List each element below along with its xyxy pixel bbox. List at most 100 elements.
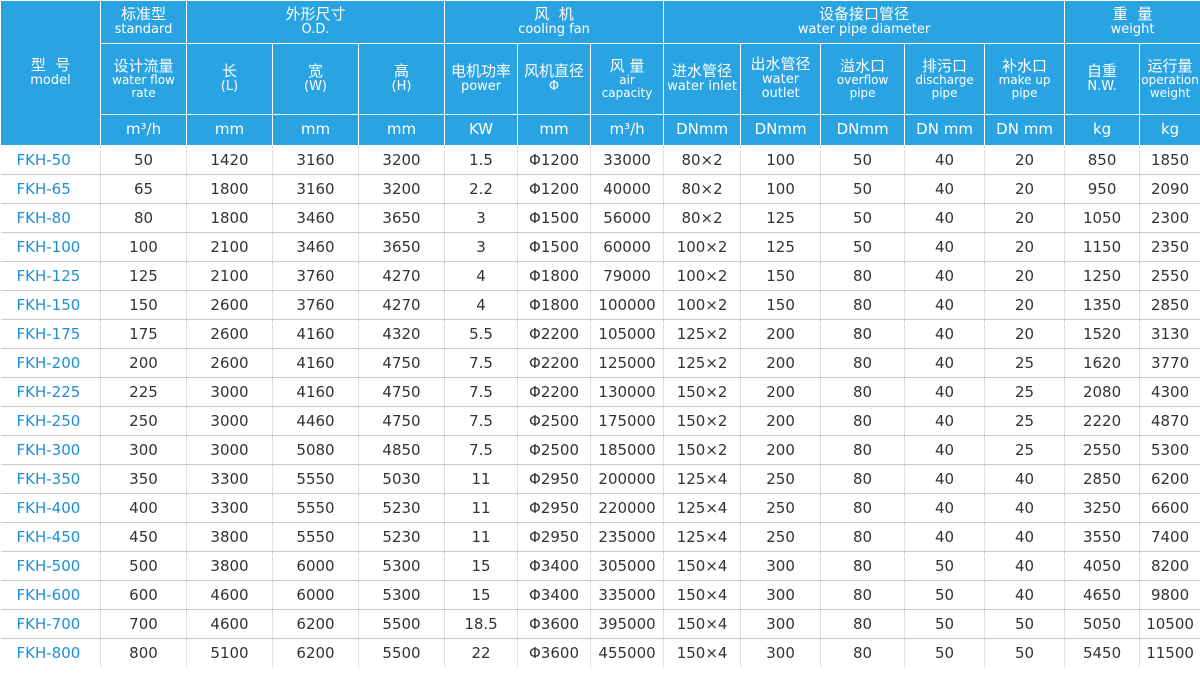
value-cell: 300 xyxy=(740,638,822,667)
value-cell: 6000 xyxy=(272,551,359,581)
value-cell: 11 xyxy=(444,493,519,523)
value-cell: 3200 xyxy=(358,145,446,175)
value-cell: 450 xyxy=(100,522,187,552)
value-cell: 80 xyxy=(820,319,906,349)
column-header-cn: 长 xyxy=(221,62,237,81)
value-cell: 5080 xyxy=(272,435,359,465)
value-cell: 50 xyxy=(904,638,986,667)
value-cell: 220000 xyxy=(590,493,665,523)
value-cell: 2350 xyxy=(1139,232,1200,262)
column-header-cn: 风机直径 xyxy=(524,62,585,81)
value-cell: 200 xyxy=(740,406,822,436)
value-cell: 100×2 xyxy=(663,232,742,262)
value-cell: 11500 xyxy=(1139,638,1200,667)
value-cell: 125000 xyxy=(590,348,665,378)
value-cell: 130000 xyxy=(590,377,665,407)
value-cell: 5300 xyxy=(1139,435,1200,465)
column-header: 设计流量 water flow rate xyxy=(100,43,187,115)
model-cell: FKH-250 xyxy=(0,406,101,436)
unit-cell: kg xyxy=(1139,114,1200,146)
table-row: FKH-500 500 3800 6000 5300 15 Φ3400 305000 150×4… xyxy=(0,551,1200,581)
value-cell: 40 xyxy=(904,203,986,233)
column-header-en: pipe xyxy=(849,85,876,100)
value-cell: 25 xyxy=(984,435,1066,465)
column-header: 高 (H) xyxy=(357,43,446,115)
value-cell: 2850 xyxy=(1139,290,1200,320)
value-cell: 4600 xyxy=(186,609,273,639)
value-cell: 25 xyxy=(984,348,1066,378)
value-cell: 850 xyxy=(1064,145,1141,175)
model-cell: FKH-300 xyxy=(0,435,101,465)
value-cell: Φ2950 xyxy=(517,464,592,494)
value-cell: 4750 xyxy=(358,377,446,407)
header-pipe-cn: 设备接口管径 xyxy=(819,5,910,24)
value-cell: 125×4 xyxy=(663,493,742,523)
column-header-cn: 出水管径 xyxy=(750,55,811,74)
value-cell: Φ1200 xyxy=(517,145,592,175)
value-cell: 40 xyxy=(904,493,986,523)
value-cell: 100 xyxy=(740,145,822,175)
value-cell: 25 xyxy=(984,377,1066,407)
value-cell: 80 xyxy=(100,203,187,233)
column-header-cn: 宽 xyxy=(307,62,323,81)
column-header-en: pipe xyxy=(1011,85,1038,100)
value-cell: 3160 xyxy=(272,145,359,175)
column-header-en: power xyxy=(460,79,502,95)
column-header-cn: 进水管径 xyxy=(672,62,733,81)
column-header: 自重 N.W. xyxy=(1064,43,1141,115)
value-cell: 1050 xyxy=(1064,203,1141,233)
value-cell: 600 xyxy=(100,580,187,610)
column-header: 进水管径 water inlet xyxy=(663,43,742,115)
value-cell: 4270 xyxy=(358,261,446,291)
value-cell: 2600 xyxy=(186,319,273,349)
value-cell: 6000 xyxy=(272,580,359,610)
value-cell: 3 xyxy=(444,232,519,262)
table-row: FKH-100 100 2100 3460 3650 3 Φ1500 60000 100×2 12… xyxy=(0,232,1200,262)
value-cell: 11 xyxy=(444,522,519,552)
value-cell: 50 xyxy=(984,609,1066,639)
value-cell: 80 xyxy=(820,609,906,639)
value-cell: 350 xyxy=(100,464,187,494)
value-cell: 6600 xyxy=(1139,493,1200,523)
value-cell: 80 xyxy=(820,638,906,667)
value-cell: 5100 xyxy=(186,638,273,667)
column-header: 宽 (W) xyxy=(272,43,359,115)
value-cell: 250 xyxy=(740,464,822,494)
value-cell: 5050 xyxy=(1064,609,1141,639)
value-cell: 8200 xyxy=(1139,551,1200,581)
header-weight-en: weight xyxy=(1110,22,1155,38)
value-cell: 11 xyxy=(444,464,519,494)
value-cell: 300 xyxy=(740,580,822,610)
value-cell: 80 xyxy=(820,261,906,291)
column-header-cn: 高 xyxy=(394,62,410,81)
value-cell: 150 xyxy=(740,261,822,291)
value-cell: 80×2 xyxy=(663,174,742,204)
value-cell: 250 xyxy=(740,493,822,523)
unit-cell: KW xyxy=(444,114,519,146)
unit-cell: mm xyxy=(517,114,592,146)
column-header-en: air xyxy=(619,73,635,88)
value-cell: Φ1800 xyxy=(517,261,592,291)
value-cell: 3 xyxy=(444,203,519,233)
value-cell: 175 xyxy=(100,319,187,349)
value-cell: 80 xyxy=(820,348,906,378)
value-cell: 3460 xyxy=(272,232,359,262)
unit-cell: mm xyxy=(357,114,446,146)
value-cell: 80×2 xyxy=(663,145,742,175)
value-cell: 40 xyxy=(904,348,986,378)
value-cell: 80 xyxy=(820,580,906,610)
value-cell: 4650 xyxy=(1064,580,1141,610)
unit-cell: mm xyxy=(186,114,273,146)
value-cell: 6200 xyxy=(272,609,359,639)
value-cell: 65 xyxy=(100,174,187,204)
value-cell: 455000 xyxy=(590,638,665,667)
value-cell: 50 xyxy=(984,638,1066,667)
column-header-en: Φ xyxy=(548,79,560,95)
header-od-cn: 外形尺寸 xyxy=(285,5,346,24)
value-cell: Φ3400 xyxy=(517,580,592,610)
value-cell: 3460 xyxy=(272,203,359,233)
value-cell: Φ1500 xyxy=(517,203,592,233)
column-header-en: weight xyxy=(1149,85,1191,100)
unit-cell: kg xyxy=(1064,114,1141,146)
value-cell: Φ2200 xyxy=(517,377,592,407)
